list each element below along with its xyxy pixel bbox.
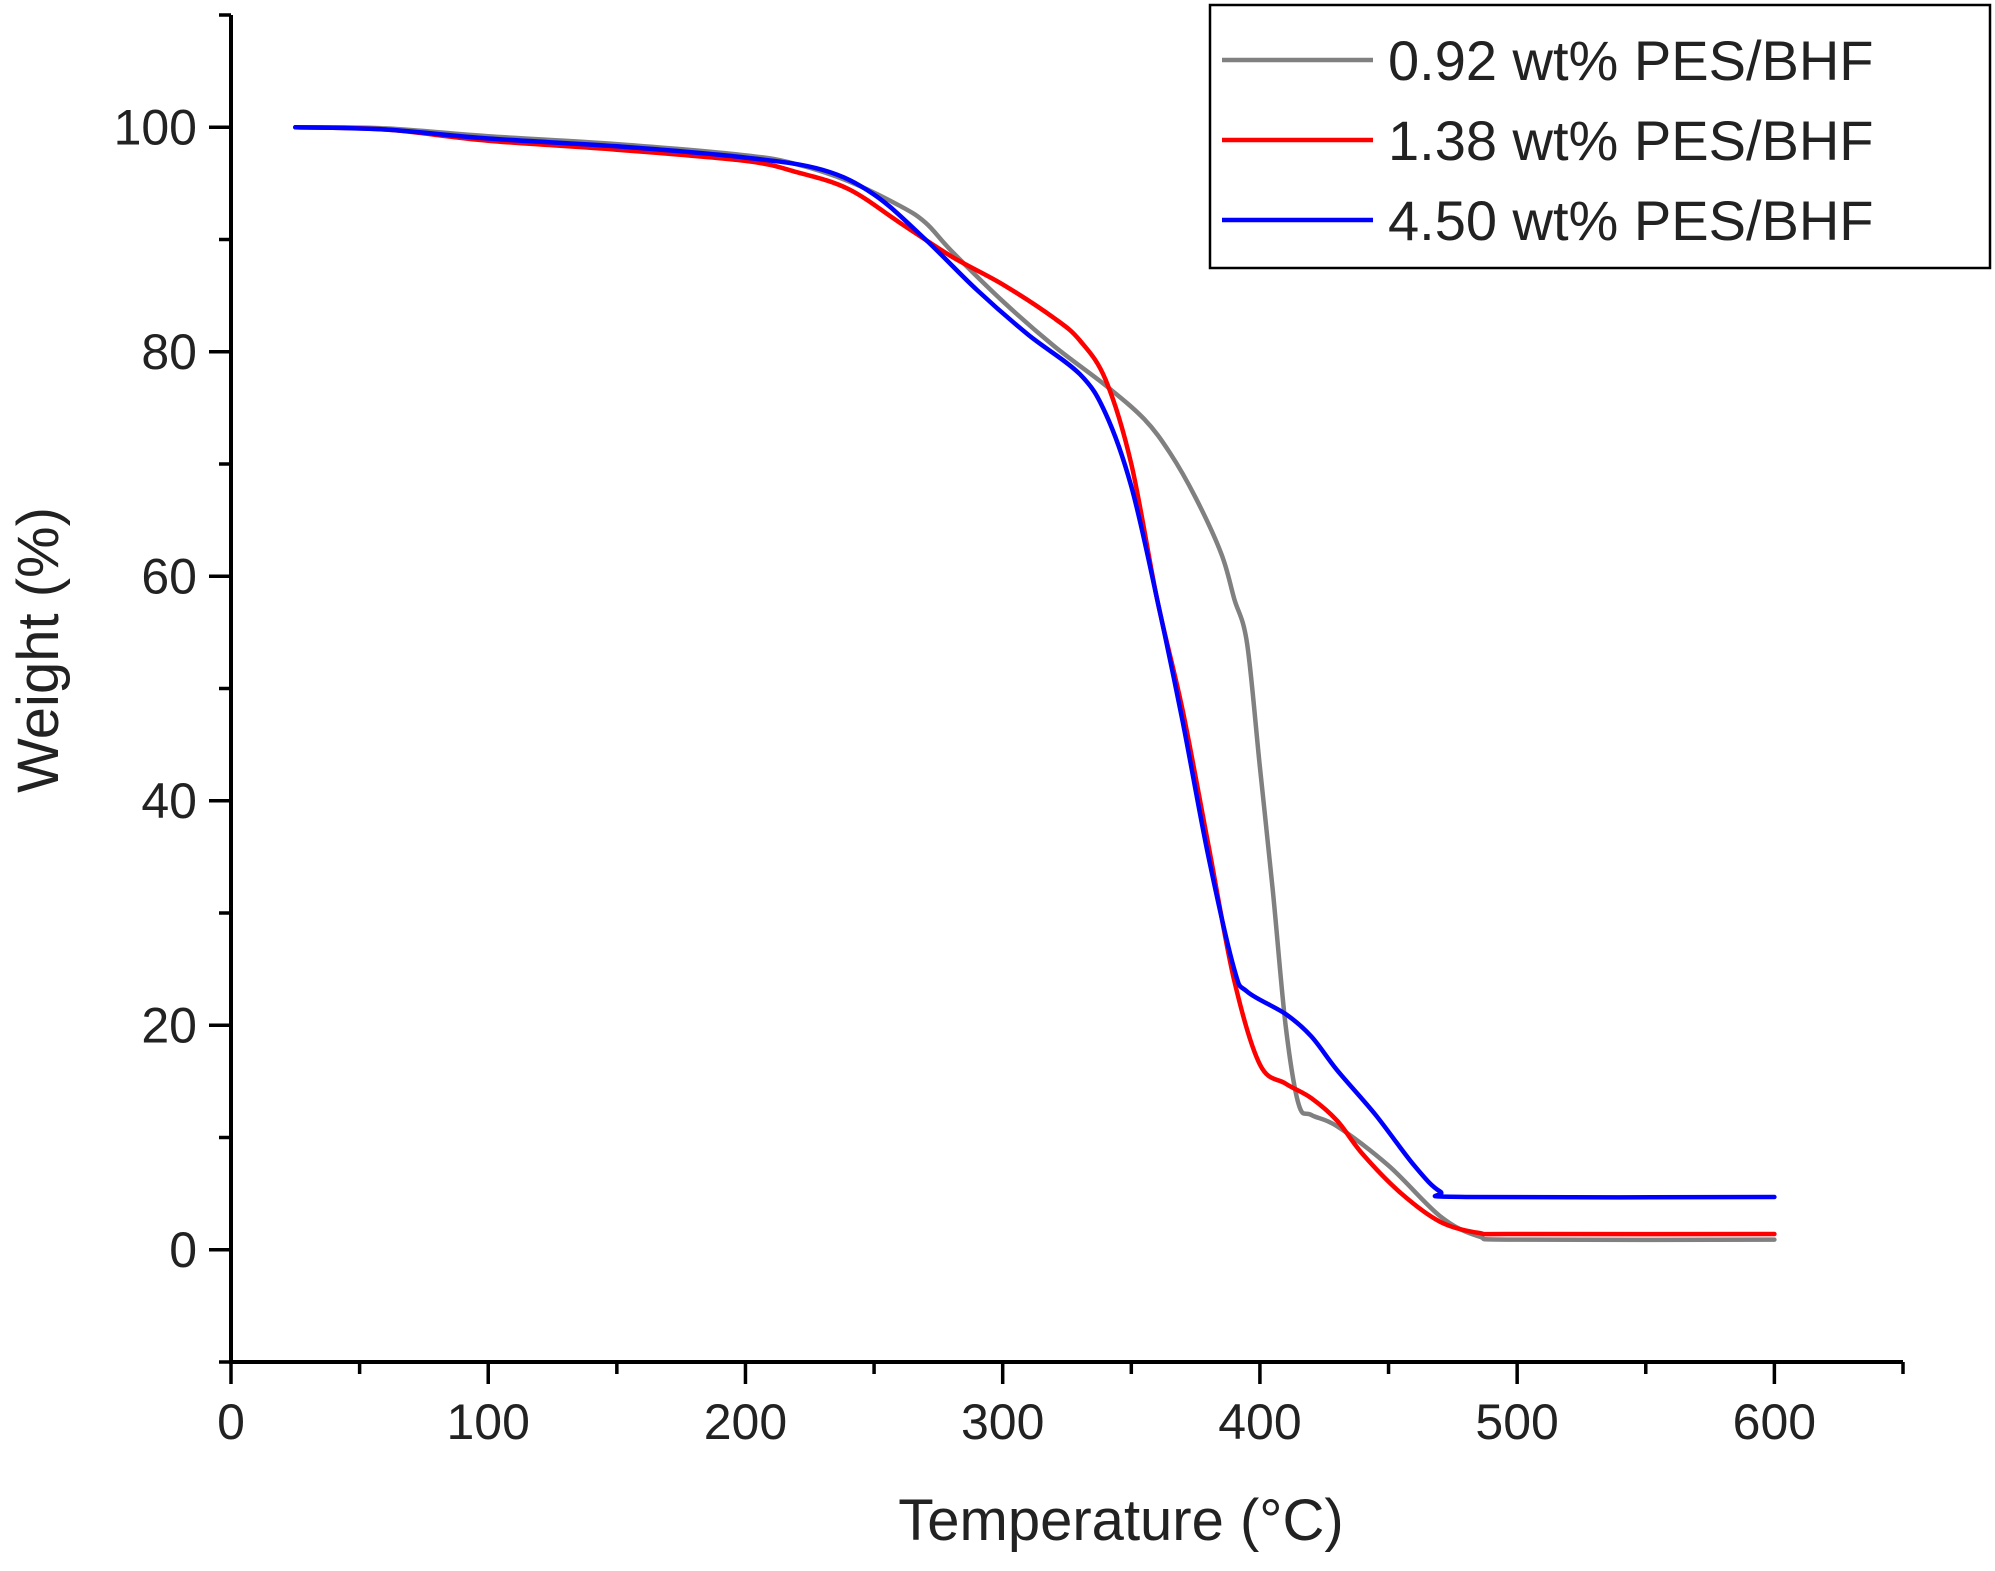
y-tick-label: 0 xyxy=(169,1222,197,1278)
x-axis-title: Temperature (°C) xyxy=(898,1488,1343,1553)
series-layer xyxy=(293,125,1777,1243)
x-tick-label: 100 xyxy=(447,1394,530,1450)
x-axis-ticks: 0 100 200 300 400 500 600 xyxy=(217,1362,1905,1450)
series-line-3 xyxy=(293,125,1777,1200)
y-axis-ticks: 0 20 40 60 80 100 xyxy=(114,13,231,1364)
legend: 0.92 wt% PES/BHF 1.38 wt% PES/BHF 4.50 wt%… xyxy=(1208,3,1992,270)
plot-area: 0 100 200 300 400 500 600 0 20 40 60 80 100 xyxy=(114,13,1905,1450)
y-tick-label: 20 xyxy=(141,997,197,1053)
legend-label-1: 0.92 wt% PES/BHF xyxy=(1388,29,1874,92)
y-tick-label: 60 xyxy=(141,548,197,604)
x-tick-label: 300 xyxy=(961,1394,1044,1450)
x-tick-label: 400 xyxy=(1218,1394,1301,1450)
series-line-2 xyxy=(293,125,1777,1237)
y-tick-label: 80 xyxy=(141,324,197,380)
y-tick-label: 40 xyxy=(141,773,197,829)
series-line-1 xyxy=(293,125,1777,1243)
x-tick-label: 600 xyxy=(1733,1394,1816,1450)
x-tick-label: 200 xyxy=(704,1394,787,1450)
legend-items: 0.92 wt% PES/BHF 1.38 wt% PES/BHF 4.50 wt%… xyxy=(1222,29,1874,252)
legend-box xyxy=(1208,3,1992,270)
legend-label-3: 4.50 wt% PES/BHF xyxy=(1388,189,1874,252)
x-tick-label: 0 xyxy=(217,1394,245,1450)
y-tick-label: 100 xyxy=(114,99,197,155)
x-tick-label: 500 xyxy=(1475,1394,1558,1450)
y-axis-title: Weight (%) xyxy=(6,507,71,793)
legend-label-2: 1.38 wt% PES/BHF xyxy=(1388,109,1874,172)
